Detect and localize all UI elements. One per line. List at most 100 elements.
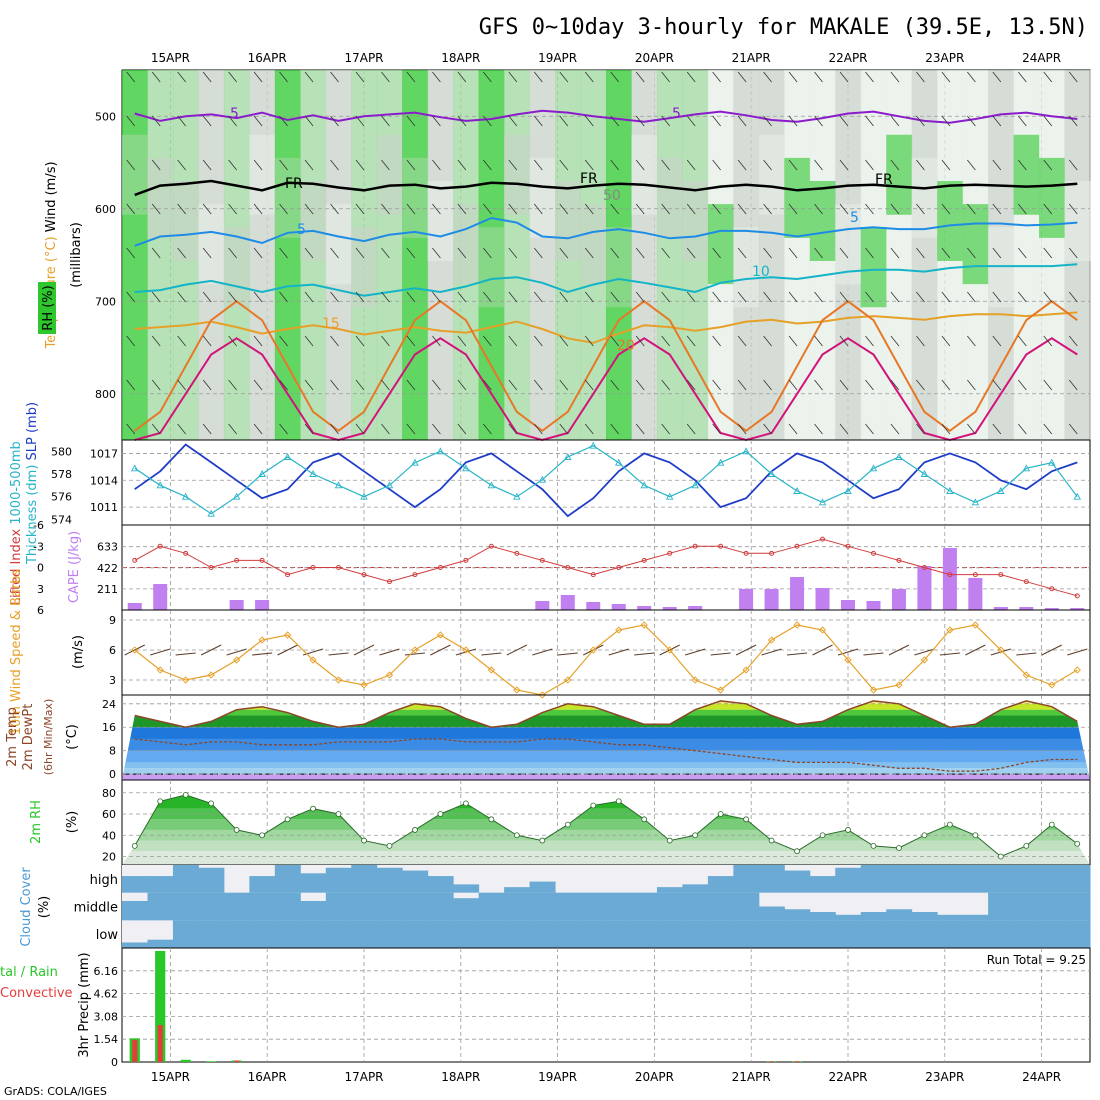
cloud-cell bbox=[580, 892, 607, 921]
upper-wind-barb bbox=[686, 159, 696, 171]
upper-wind-barb bbox=[737, 115, 747, 127]
lifted-index-point bbox=[1074, 593, 1080, 599]
upper-wind-barb bbox=[508, 71, 518, 83]
upper-wind-barb bbox=[661, 379, 670, 391]
rh-shade bbox=[860, 227, 887, 308]
lifted-index-point bbox=[132, 557, 138, 563]
upper-wind-barb bbox=[508, 335, 518, 347]
temp-ytick-24: 24 bbox=[102, 698, 116, 711]
upper-wind-barb bbox=[355, 379, 365, 391]
temp-band bbox=[122, 762, 1090, 769]
upper-wind-barb bbox=[941, 335, 951, 347]
upper-wind-barb bbox=[814, 335, 823, 347]
upper-wind-barb bbox=[686, 203, 696, 215]
upper-wind-barb bbox=[890, 71, 900, 83]
upper-wind-barb bbox=[483, 291, 492, 303]
upper-wind-barb bbox=[1018, 291, 1027, 303]
wind-barb bbox=[634, 652, 655, 656]
upper-wind-barb bbox=[457, 159, 467, 171]
cape-bar bbox=[1070, 608, 1085, 610]
cloud-cell bbox=[937, 865, 964, 893]
thickness-point bbox=[283, 453, 292, 460]
upper-wind-barb bbox=[788, 335, 798, 347]
wind-point bbox=[589, 646, 597, 654]
cloud-cell bbox=[758, 906, 785, 921]
cloud-cell bbox=[478, 920, 505, 948]
precip-ytick-3.08: 3.08 bbox=[94, 1010, 119, 1023]
rh-shade bbox=[453, 204, 480, 285]
thickness-point bbox=[1073, 492, 1082, 500]
rh-point bbox=[641, 816, 648, 823]
upper-wind-barb bbox=[1068, 291, 1078, 303]
rh-point bbox=[997, 853, 1004, 860]
wind-point bbox=[411, 646, 419, 654]
isotherm-10 bbox=[134, 263, 1078, 297]
upper-wind-barb bbox=[890, 423, 900, 435]
upper-wind-barb bbox=[228, 203, 237, 215]
upper-wind-barb bbox=[432, 291, 441, 303]
cloud-cell bbox=[376, 892, 403, 921]
lifted-index-point bbox=[183, 550, 189, 556]
upper-wind-barb bbox=[635, 291, 645, 303]
upper-wind-barb bbox=[559, 335, 569, 347]
upper-wind-barb bbox=[916, 203, 925, 215]
cloud-cell bbox=[911, 920, 938, 948]
upper-wind-barb bbox=[559, 379, 569, 391]
upper-wind-barb bbox=[381, 379, 390, 391]
upper-wind-barb bbox=[151, 115, 161, 127]
cape-bar bbox=[127, 603, 142, 610]
upper-wind-barb bbox=[992, 291, 1002, 303]
cloud-cell bbox=[555, 920, 582, 948]
rh-legend-box bbox=[38, 282, 56, 334]
upper-wind-barb bbox=[304, 203, 314, 215]
li-ytick-3: 3 bbox=[37, 583, 44, 596]
rh-shade bbox=[198, 204, 225, 285]
upper-wind-barb bbox=[253, 291, 263, 303]
contour-label: 5 bbox=[297, 222, 306, 238]
upper-wind-barb bbox=[610, 335, 620, 347]
rh-shade bbox=[886, 70, 913, 440]
rh-shade bbox=[758, 70, 785, 440]
upper-wind-barb bbox=[279, 159, 288, 171]
upper-wind-barb bbox=[763, 115, 772, 127]
wind-barb bbox=[735, 644, 757, 656]
upper-wind-barb bbox=[1068, 379, 1078, 391]
rh-shade bbox=[1039, 157, 1066, 238]
thickness-point bbox=[232, 492, 241, 500]
upper-wind-barb bbox=[126, 115, 136, 127]
rh-point bbox=[335, 811, 342, 817]
rh-shade bbox=[402, 70, 429, 440]
rh-point bbox=[462, 800, 469, 807]
upper-wind-barb bbox=[788, 159, 798, 171]
slp-ylabel: 1000-500mb bbox=[9, 441, 24, 525]
rh-shade bbox=[223, 227, 250, 308]
upper-wind-barb bbox=[686, 379, 696, 391]
lifted-index-point bbox=[794, 543, 800, 549]
cloud-cell bbox=[529, 892, 556, 921]
cloud-cell bbox=[1039, 865, 1066, 893]
upper-wind-barb bbox=[1043, 115, 1053, 127]
upper-wind-barb bbox=[177, 247, 186, 259]
upper-wind-barb bbox=[916, 159, 925, 171]
thickness-point bbox=[844, 487, 852, 494]
temp-band bbox=[122, 750, 1090, 763]
upper-wind-barb bbox=[1043, 335, 1053, 347]
temp-band bbox=[122, 715, 1090, 728]
upper-wind-barb bbox=[457, 335, 467, 347]
wind-barb bbox=[787, 652, 808, 656]
upper-wind-barb bbox=[279, 203, 288, 215]
cloud-cell bbox=[122, 876, 148, 893]
cloud-cell bbox=[1039, 892, 1066, 921]
lifted-index-point bbox=[667, 550, 673, 556]
contour-label: 5 bbox=[672, 106, 681, 122]
upper-wind-barb bbox=[890, 379, 900, 391]
lifted-index-point bbox=[692, 543, 698, 549]
upper-wind-barb bbox=[788, 71, 798, 83]
thickness-point bbox=[793, 487, 801, 494]
upper-wind-barb bbox=[763, 159, 772, 171]
thickness-point bbox=[1022, 464, 1031, 472]
cape-bar bbox=[815, 588, 830, 610]
thickness-point bbox=[487, 481, 496, 489]
upper-wind-barb bbox=[941, 203, 951, 215]
upper-wind-barb bbox=[967, 291, 976, 303]
